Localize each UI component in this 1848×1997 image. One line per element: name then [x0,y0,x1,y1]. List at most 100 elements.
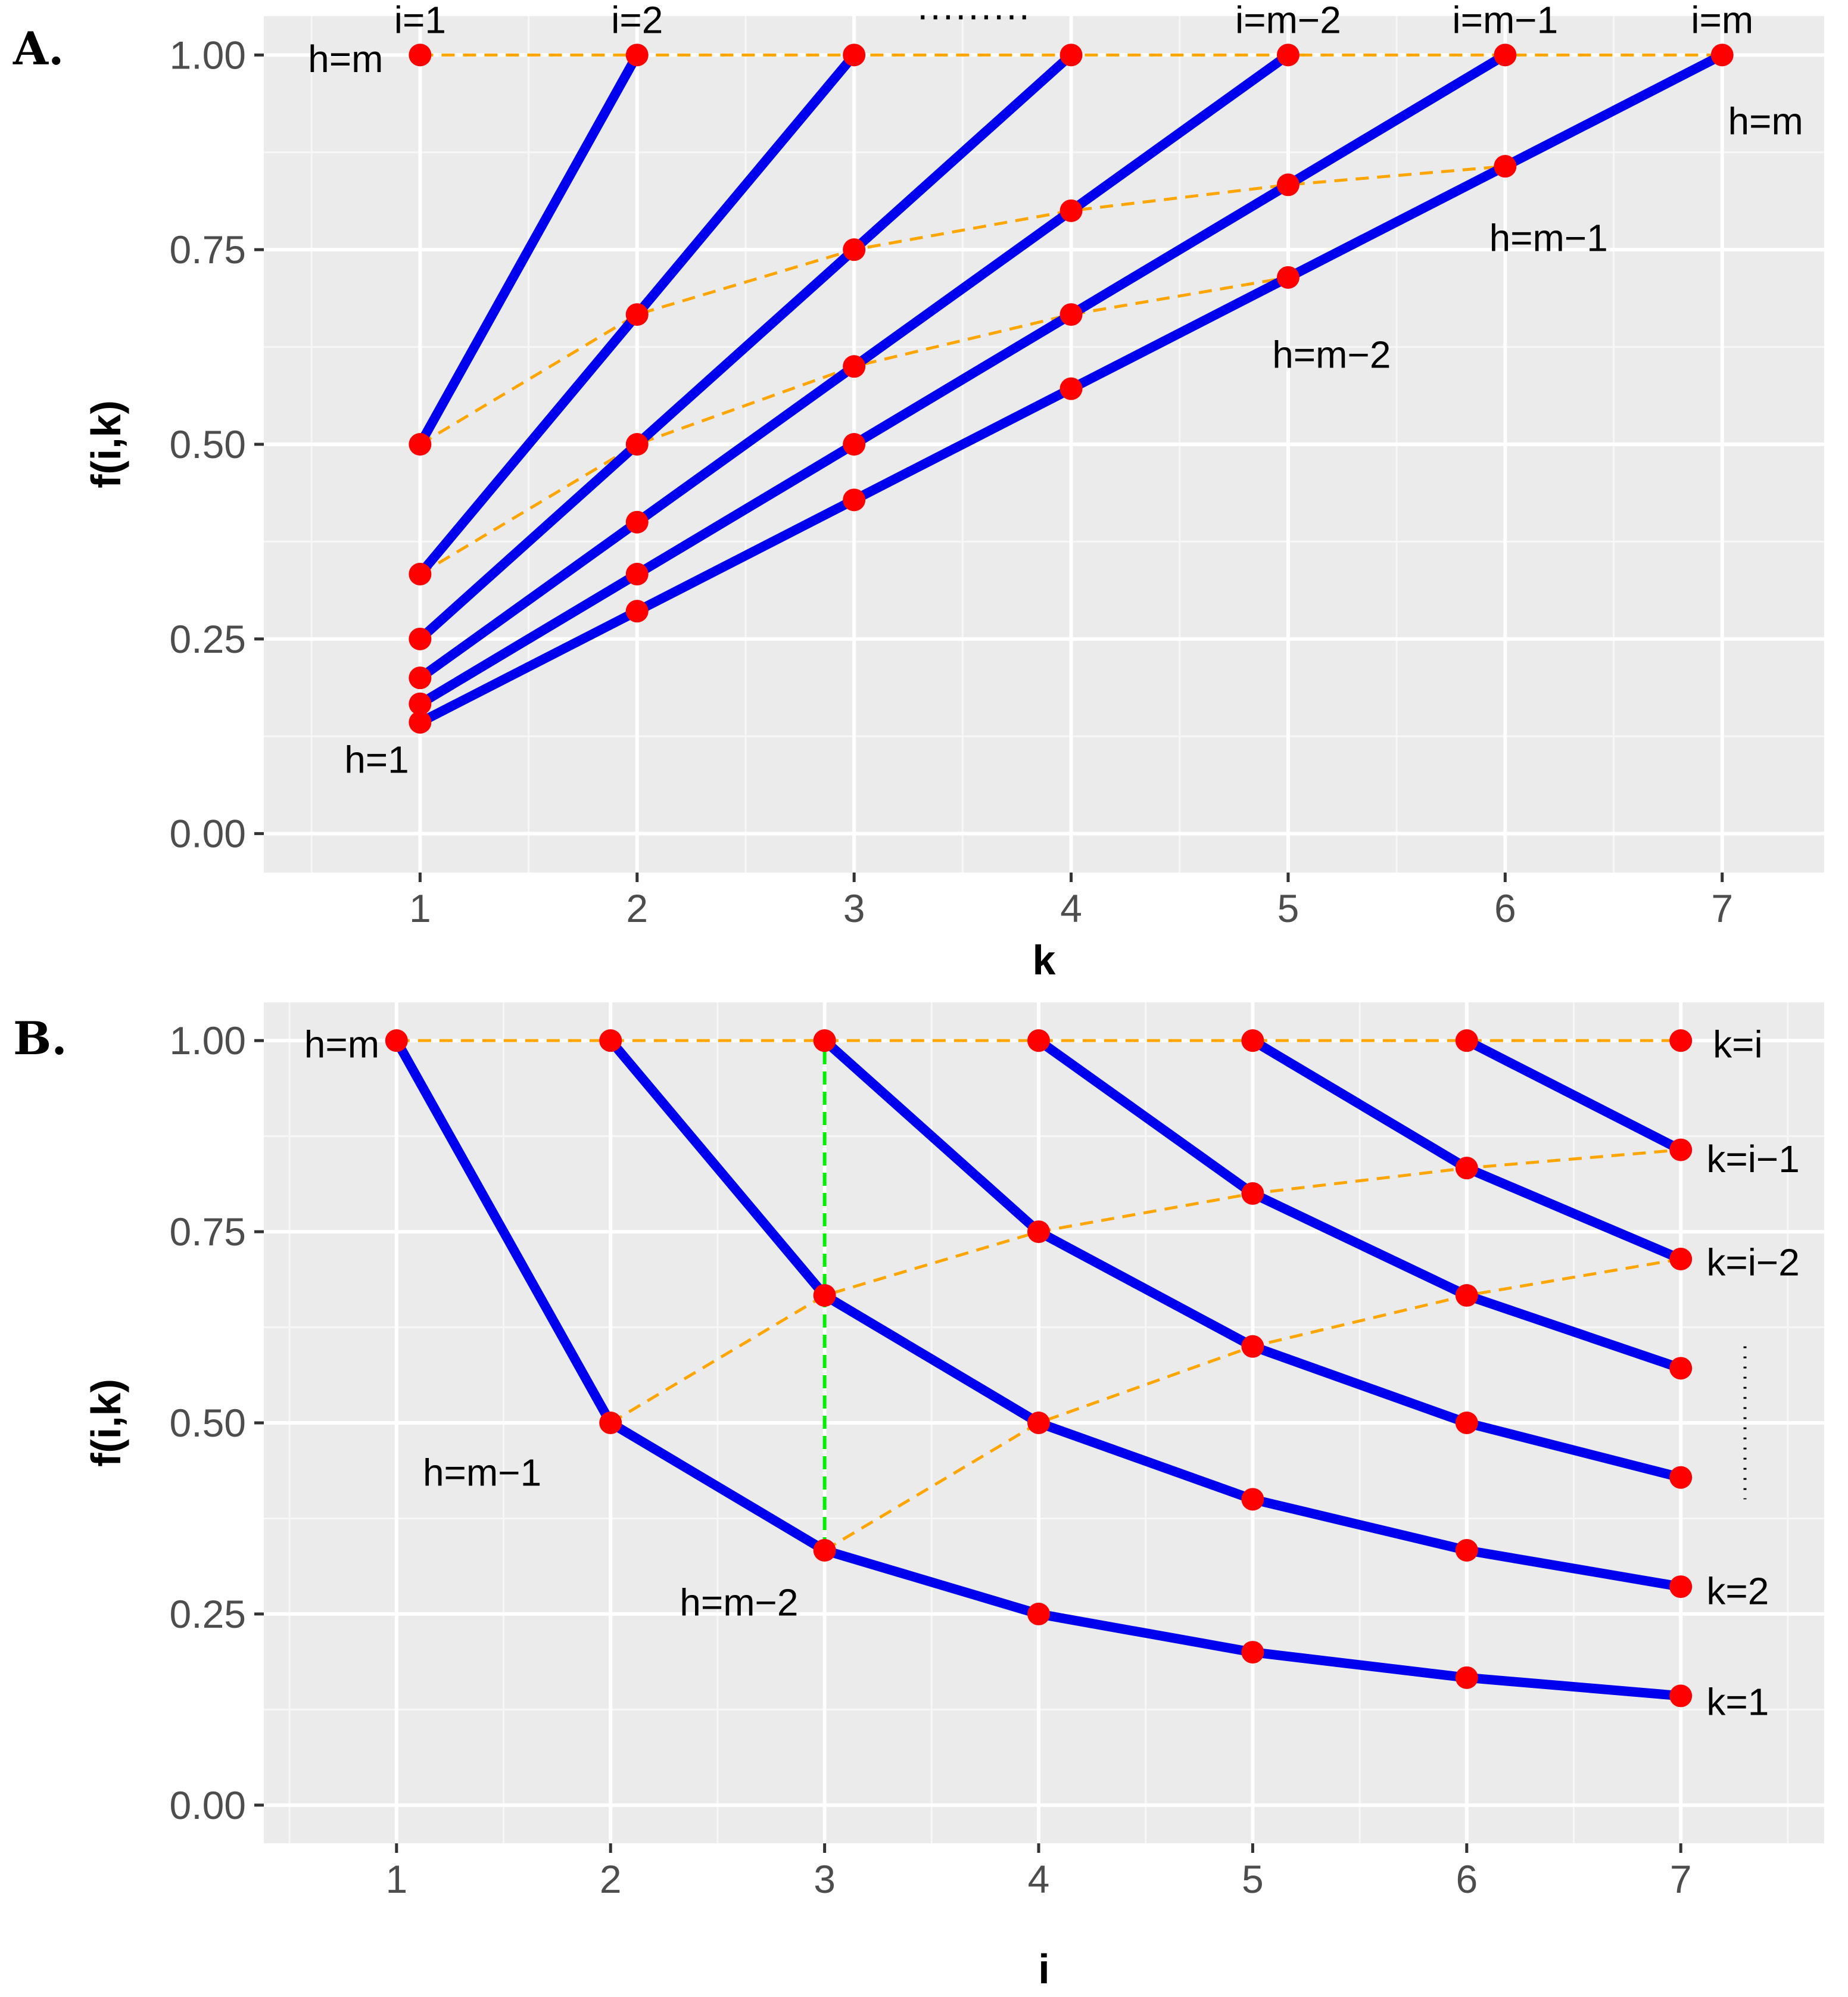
panel-a-y-tick-label-3: 0.75 [170,228,246,272]
panel-a-point-s3-0 [409,666,432,690]
panel-b-point-extra-0 [1669,1029,1693,1052]
panel-b-x-tick-label-1: 2 [600,1857,622,1901]
panel-b-point-s1-1 [813,1284,836,1307]
panel-a-x-tick-label-2: 3 [843,886,865,930]
panel-a-series-line-4 [415,50,1510,709]
panel-b-point-s5-0 [1455,1029,1478,1052]
panel-a-annotation-9: h=1 [344,738,409,781]
panel-a-y-axis-title: f(i,k) [83,400,129,488]
panel-a-point-s5-6 [1710,43,1734,67]
panel-b-annotation-3: k=i [1713,1023,1763,1066]
panel-b-series-line-5 [1461,1036,1686,1155]
panel-b-point-s2-0 [813,1029,836,1052]
panel-a-point-s5-2 [843,488,866,512]
panel-b-point-s0-4 [1241,1641,1264,1664]
panel-b-annotation-4: k=i−1 [1706,1138,1800,1180]
panel-b-point-s2-2 [1241,1335,1264,1358]
panel-b-x-tick-label-2: 3 [814,1857,836,1901]
panel-a-y-axis: 0.00 0.25 0.50 0.75 1.00 [170,33,264,856]
panel-b-points [385,1029,1693,1708]
panel-b: B. h=m h=m−1 h=m−2 k=i k=i−1 k=i−2 k=2 k=1 1 2 3 4… [13,1002,1824,1992]
panel-b-point-s0-1 [599,1412,622,1434]
panel-a-connector-1 [419,164,1506,446]
panel-b-annotation-5: k=i−2 [1706,1241,1800,1283]
panel-b-annotation-1: h=m−1 [423,1451,541,1494]
panel-a-x-tick-label-4: 5 [1277,886,1299,930]
panel-a-x-tick-label-5: 6 [1494,886,1516,930]
panel-a-x-axis: 1 2 3 4 5 6 7 [409,873,1733,930]
panel-b-point-s0-0 [385,1029,408,1052]
panel-a-label: A. [13,22,64,75]
panel-b-point-s4-2 [1669,1247,1693,1270]
panel-b-point-s5-1 [1669,1138,1693,1161]
panel-b-y-axis: 0.00 0.25 0.50 0.75 1.00 [170,1018,264,1827]
panel-a-point-s5-1 [625,600,649,623]
panel-b-annotation-7: k=1 [1706,1681,1769,1724]
panel-b-point-s2-1 [1027,1220,1051,1244]
panel-b-point-s2-4 [1669,1466,1693,1489]
panel-b-x-axis-title: i [1038,1946,1049,1992]
panel-a-annotation-6: h=m [1728,99,1803,142]
panel-b-x-tick-label-6: 7 [1670,1857,1692,1901]
panel-b-annotation-6: k=2 [1706,1569,1769,1612]
panel-a-y-tick-label-1: 0.25 [170,617,246,661]
panel-a-point-s3-1 [625,510,649,534]
panel-b-point-s1-4 [1455,1538,1478,1562]
panel-a-point-extra-0 [409,43,432,67]
panel-b-y-tick-label-1: 0.25 [170,1592,246,1636]
panel-a-point-s4-4 [1276,173,1299,197]
panel-b-point-s4-0 [1241,1029,1264,1052]
panel-a-annotations: i=1 i=2 i=m−2 i=m−1 i=m h=m h=m h=m−1 h=m−2 h=1 ··… [308,0,1803,781]
panel-a-annotation-8: h=m−2 [1272,334,1391,376]
panel-a-point-s0-0 [409,433,432,456]
panel-a-annotation-0: i=1 [394,0,446,42]
panel-a-point-s5-5 [1494,155,1517,178]
panel-a-series-line-0 [415,50,642,449]
panel-a-point-s5-4 [1276,266,1299,289]
panel-a-point-s4-5 [1494,43,1517,67]
panel-b-series-line-1 [606,1036,1686,1592]
panel-b-y-tick-label-0: 0.00 [170,1783,246,1827]
panel-a-x-tick-label-0: 1 [409,886,431,930]
panel-a-y-tick-label-2: 0.50 [170,422,246,466]
panel-a-point-s1-2 [843,43,866,67]
panel-b-point-s1-2 [1027,1412,1051,1434]
panel-a-point-s4-2 [843,433,866,456]
panel-a-point-s3-2 [843,355,866,378]
panel-a-point-s0-1 [625,43,649,67]
panel-b-point-s0-3 [1027,1602,1051,1625]
panel-a-annotation-3: i=m−1 [1452,0,1558,42]
panel-b-connector-1 [609,1148,1681,1425]
panel-a-points [409,43,1734,734]
panel-a-point-s2-2 [843,238,866,261]
panel-b-x-axis: 1 2 3 4 5 6 7 [385,1843,1692,1901]
panel-a-point-s3-4 [1276,43,1299,67]
panel-b-y-axis-title: f(i,k) [83,1379,129,1467]
panel-a-annotation-7: h=m−1 [1489,217,1608,260]
panel-a-annotation-2: i=m−2 [1235,0,1341,42]
panel-a-annotation-5: h=m [308,38,383,80]
panel-b-point-s2-3 [1455,1412,1478,1434]
panel-b-point-s1-3 [1241,1488,1264,1511]
panel-b-label: B. [13,1012,67,1065]
panel-b-point-s0-5 [1455,1666,1478,1689]
panel-b-point-s1-5 [1669,1575,1693,1599]
panel-a-x-tick-label-3: 4 [1060,886,1082,930]
panel-a-point-s4-3 [1059,303,1083,326]
panel-a-annotation-4: i=m [1691,0,1753,42]
panel-b-annotations: h=m h=m−1 h=m−2 k=i k=i−1 k=i−2 k=2 k=1 [304,1023,1800,1724]
panel-a-point-s2-1 [625,433,649,456]
panel-a-annotation-1: i=2 [611,0,663,42]
panel-a-y-tick-label-4: 1.00 [170,33,246,77]
panel-a-point-s4-0 [409,692,432,715]
panel-a-point-s3-3 [1059,199,1083,222]
panel-b-annotation-0: h=m [304,1023,379,1066]
panel-b-annotation-2: h=m−2 [680,1581,798,1624]
panel-b-point-s0-2 [813,1538,836,1562]
panel-b-point-s4-1 [1455,1157,1478,1180]
panel-b-point-s3-1 [1241,1182,1264,1205]
panel-a-point-s5-0 [409,711,432,734]
panel-b-series-line-3 [1034,1036,1686,1373]
panel-b-x-tick-label-0: 1 [385,1857,407,1901]
